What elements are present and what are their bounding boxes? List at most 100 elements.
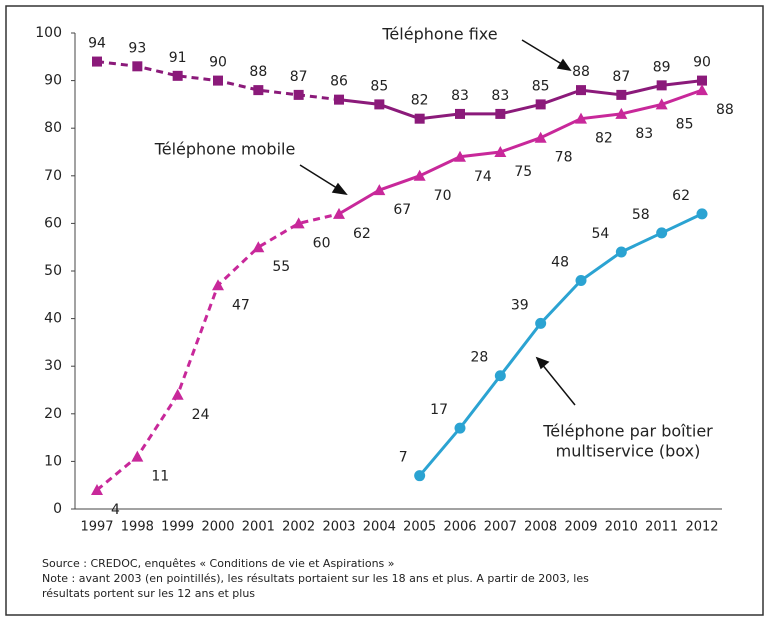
- y-tick-label: 60: [44, 215, 62, 231]
- y-tick-label: 20: [44, 406, 62, 422]
- arrow: [299, 164, 341, 191]
- series-line: [338, 88, 703, 216]
- marker: [494, 370, 506, 382]
- arrowhead: [535, 356, 550, 370]
- value-label: 7: [399, 450, 408, 466]
- value-label: 90: [693, 55, 711, 71]
- marker: [655, 98, 668, 110]
- arrowhead: [331, 182, 348, 196]
- marker: [615, 107, 628, 119]
- marker: [535, 99, 546, 110]
- value-label: 70: [434, 188, 452, 204]
- value-label: 48: [551, 255, 569, 271]
- value-label: 67: [393, 202, 411, 218]
- marker: [656, 80, 667, 91]
- marker: [171, 388, 184, 400]
- x-tick-label: 1998: [121, 520, 154, 535]
- value-label: 88: [572, 64, 590, 80]
- value-label: 83: [635, 126, 653, 142]
- value-label: 94: [88, 36, 106, 52]
- value-label: 11: [151, 469, 169, 485]
- x-tick-label: 2002: [282, 520, 315, 535]
- value-label: 24: [192, 407, 210, 423]
- footer-text: résultats portent sur les 12 ans et plus: [42, 587, 255, 600]
- y-tick-label: 80: [44, 120, 62, 136]
- marker: [696, 208, 708, 220]
- marker: [292, 217, 305, 229]
- arrowhead: [556, 58, 572, 72]
- marker: [333, 207, 345, 219]
- y-tick-label: 10: [44, 453, 62, 469]
- x-tick-label: 2012: [685, 520, 718, 535]
- marker: [253, 85, 264, 96]
- y-tick-label: 0: [53, 501, 62, 517]
- marker: [252, 241, 265, 253]
- marker: [91, 483, 103, 495]
- value-label: 4: [111, 502, 120, 518]
- x-tick-label: 2005: [403, 520, 436, 535]
- value-label: 85: [532, 78, 550, 94]
- value-label: 85: [676, 116, 694, 132]
- footer-text: Note : avant 2003 (en pointillés), les r…: [42, 572, 589, 585]
- value-label: 88: [716, 102, 734, 118]
- x-tick-label: 2006: [443, 520, 476, 535]
- marker: [373, 184, 386, 196]
- y-tick-label: 30: [44, 358, 62, 374]
- value-label: 75: [514, 164, 532, 180]
- arrow: [540, 362, 576, 406]
- marker: [576, 85, 586, 96]
- x-tick-label: 2001: [242, 520, 275, 535]
- value-label: 83: [451, 88, 469, 104]
- marker: [696, 84, 708, 96]
- marker: [414, 113, 425, 124]
- x-tick-label: 2011: [645, 520, 678, 535]
- x-tick-label: 1999: [161, 520, 194, 535]
- arrow: [521, 39, 566, 67]
- x-tick-label: 2010: [605, 520, 638, 535]
- x-tick-label: 2003: [322, 520, 355, 535]
- marker: [656, 227, 668, 239]
- marker: [92, 56, 102, 67]
- x-tick-label: 2007: [484, 520, 517, 535]
- marker: [172, 70, 183, 81]
- marker: [413, 169, 426, 181]
- value-label: 82: [411, 93, 429, 109]
- annotation: Téléphone fixe: [381, 25, 497, 44]
- x-tick-label: 1997: [80, 520, 113, 535]
- marker: [414, 470, 426, 482]
- frame: [5, 5, 764, 616]
- marker: [374, 99, 385, 110]
- value-label: 90: [209, 55, 227, 71]
- value-label: 86: [330, 74, 348, 90]
- value-label: 91: [169, 50, 187, 66]
- value-label: 74: [474, 169, 492, 185]
- marker: [455, 108, 465, 119]
- marker: [616, 89, 627, 100]
- value-label: 60: [313, 235, 331, 251]
- arrows: [299, 39, 576, 406]
- marker: [213, 75, 223, 86]
- series-line: [96, 212, 340, 492]
- marker: [212, 279, 224, 291]
- footer-text: Source : CREDOC, enquêtes « Conditions d…: [42, 557, 395, 570]
- y-tick-label: 40: [44, 311, 62, 327]
- marker: [494, 146, 507, 157]
- value-label: 28: [471, 350, 489, 366]
- marker: [697, 75, 707, 86]
- value-label: 62: [353, 226, 371, 242]
- x-tick-label: 2009: [564, 520, 597, 535]
- annotation: multiservice (box): [556, 442, 701, 461]
- value-label: 82: [595, 131, 613, 147]
- x-tick-label: 2004: [363, 520, 396, 535]
- value-label: 78: [555, 150, 573, 166]
- value-label: 87: [290, 69, 308, 85]
- y-tick-label: 100: [35, 25, 62, 41]
- value-label: 17: [430, 402, 448, 418]
- value-label: 85: [370, 78, 388, 94]
- value-label: 47: [232, 297, 250, 313]
- x-tick-label: 2008: [524, 520, 557, 535]
- marker: [132, 61, 143, 72]
- marker: [293, 89, 304, 100]
- value-label: 89: [653, 59, 671, 75]
